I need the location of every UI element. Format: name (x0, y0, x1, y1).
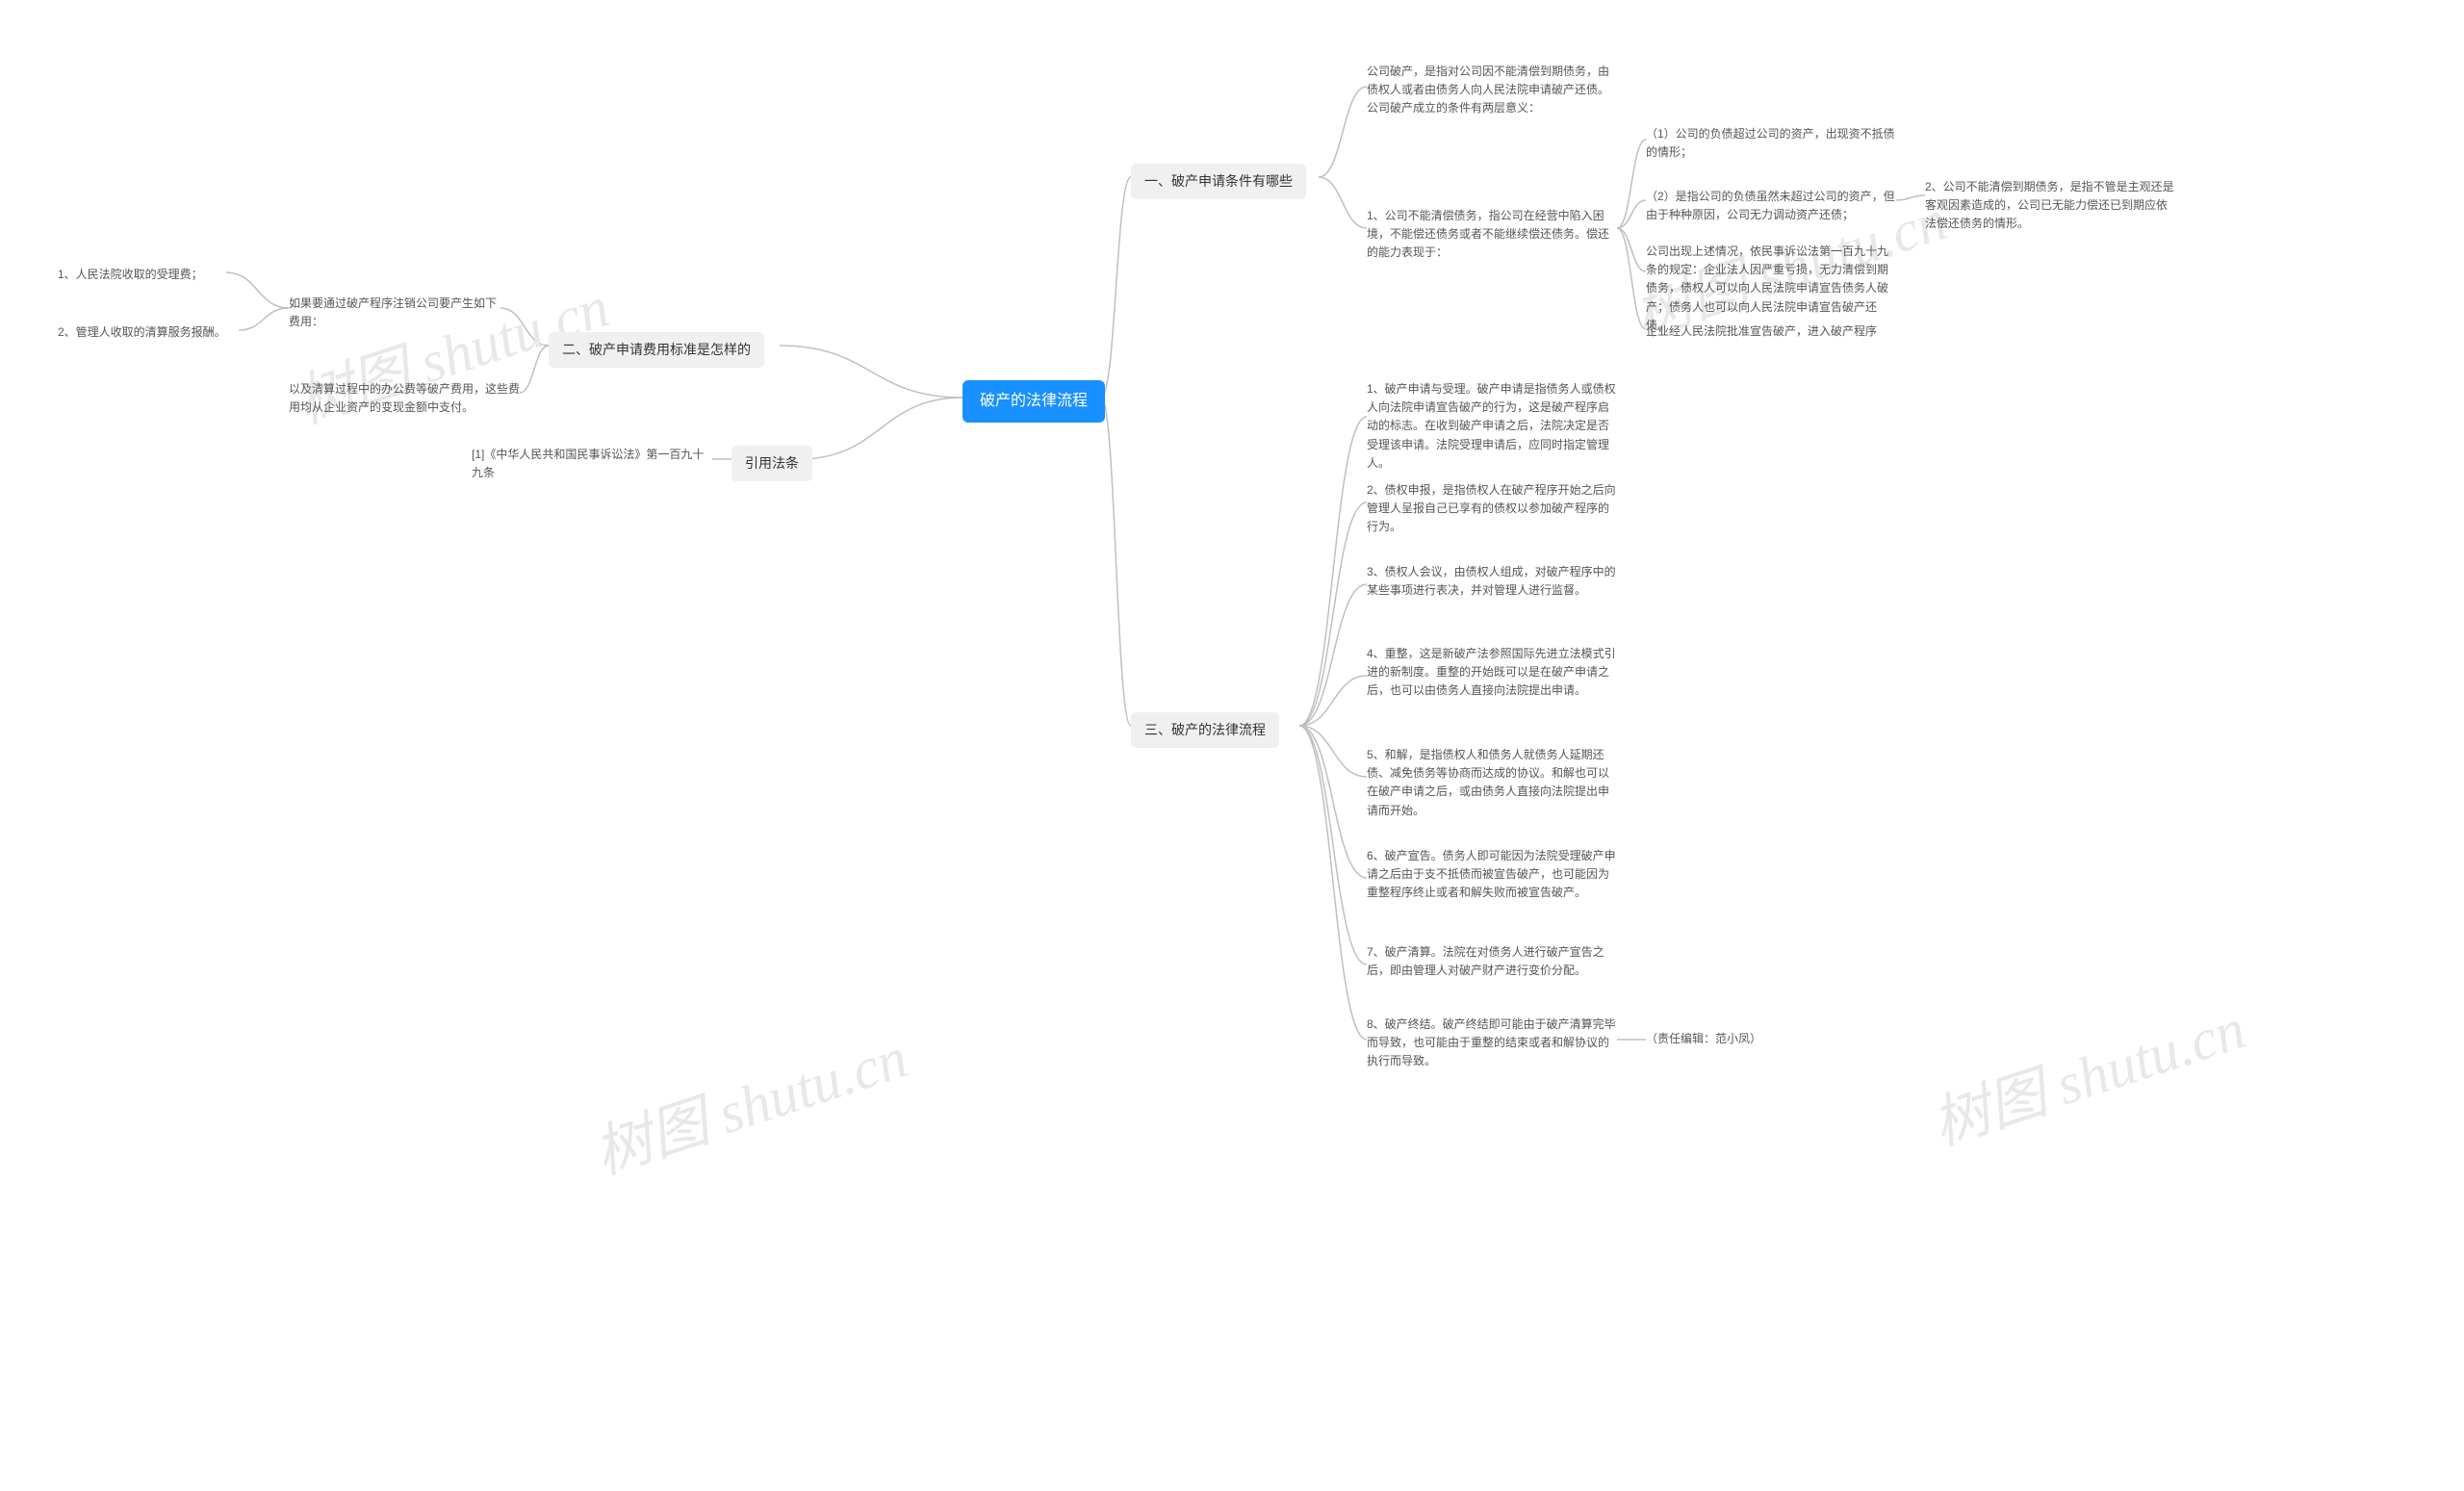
leaf-b3-4: 4、重整，这是新破产法参照国际先进立法模式引进的新制度。重整的开始既可以是在破产… (1367, 645, 1617, 701)
leaf-b3-2: 2、债权申报，是指债权人在破产程序开始之后向管理人呈报自己已享有的债权以参加破产… (1367, 481, 1617, 537)
leaf-b3-3: 3、债权人会议，由债权人组成，对破产程序中的某些事项进行表决，并对管理人进行监督… (1367, 563, 1617, 600)
leaf-b2-a: 如果要通过破产程序注销公司要产生如下费用： (289, 295, 500, 331)
leaf-b4-a: [1]《中华人民共和国民事诉讼法》第一百九十九条 (472, 446, 712, 482)
leaf-b1-b2: （2）是指公司的负债虽然未超过公司的资产，但由于种种原因，公司无力调动资产还债； (1646, 188, 1896, 224)
leaf-b1-b: 1、公司不能清偿债务，指公司在经营中陷入困境，不能偿还债务或者不能继续偿还债务。… (1367, 207, 1617, 263)
branch-1[interactable]: 一、破产申请条件有哪些 (1131, 164, 1306, 199)
leaf-b3-8a: （责任编辑：范小凤） (1646, 1030, 1761, 1048)
leaf-b3-8: 8、破产终结。破产终结即可能由于破产清算完毕而导致，也可能由于重整的结束或者和解… (1367, 1015, 1617, 1071)
leaf-b1-b2a: 2、公司不能清偿到期债务，是指不管是主观还是客观因素造成的，公司已无能力偿还已到… (1925, 178, 2175, 234)
leaf-b3-6: 6、破产宣告。债务人即可能因为法院受理破产申请之后由于支不抵债而被宣告破产，也可… (1367, 847, 1617, 903)
root-node[interactable]: 破产的法律流程 (962, 380, 1105, 423)
leaf-b2-a1: 1、人民法院收取的受理费； (58, 266, 203, 284)
watermark: 树图 shutu.cn (582, 1011, 916, 1191)
leaf-b1-b1: （1）公司的负债超过公司的资产，出现资不抵债的情形； (1646, 125, 1896, 162)
branch-2[interactable]: 二、破产申请费用标准是怎样的 (549, 332, 764, 368)
leaf-b2-a2: 2、管理人收取的清算服务报酬。 (58, 323, 226, 342)
leaf-b1-a: 公司破产，是指对公司因不能清偿到期债务，由债权人或者由债务人向人民法院申请破产还… (1367, 63, 1617, 118)
leaf-b3-1: 1、破产申请与受理。破产申请是指债务人或债权人向法院申请宣告破产的行为，这是破产… (1367, 380, 1617, 473)
leaf-b1-b4: 企业经人民法院批准宣告破产，进入破产程序 (1646, 322, 1877, 341)
branch-4[interactable]: 引用法条 (732, 446, 812, 481)
leaf-b1-b3: 公司出现上述情况，依民事诉讼法第一百九十九条的规定：企业法人因严重亏损，无力清偿… (1646, 243, 1896, 335)
leaf-b2-b: 以及清算过程中的办公费等破产费用，这些费用均从企业资产的变现金额中支付。 (289, 380, 520, 417)
leaf-b3-5: 5、和解，是指债权人和债务人就债务人延期还债、减免债务等协商而达成的协议。和解也… (1367, 746, 1617, 820)
watermark: 树图 shutu.cn (1920, 982, 2254, 1162)
branch-3[interactable]: 三、破产的法律流程 (1131, 712, 1279, 748)
leaf-b3-7: 7、破产清算。法院在对债务人进行破产宣告之后，即由管理人对破产财产进行变价分配。 (1367, 943, 1617, 980)
